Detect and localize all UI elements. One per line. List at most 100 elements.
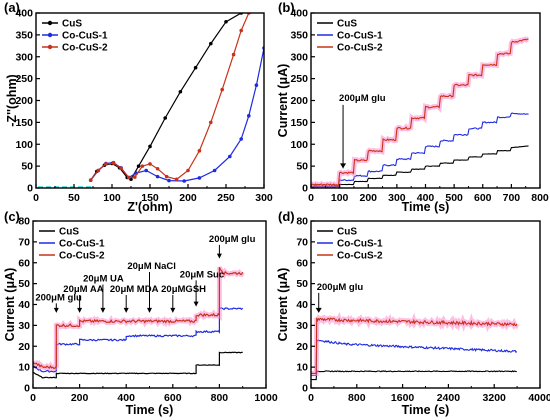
y-tick-label: 60 — [18, 257, 30, 269]
x-tick-label: 300 — [388, 192, 406, 204]
series-line-Co-CuS-1 — [90, 42, 264, 182]
y-tick-label: 100 — [15, 139, 33, 151]
y-tick-label: 80 — [296, 216, 308, 228]
series-line-Co-CuS-2 — [311, 317, 518, 374]
series-line-CuS — [311, 369, 517, 381]
annotation-label: 200μM glu — [209, 234, 256, 245]
series-line-CuS — [33, 351, 243, 379]
arrow-head — [216, 253, 222, 259]
data-point — [119, 166, 123, 171]
annotation-label: 20μM AA — [63, 284, 103, 295]
x-tick-label: 200 — [179, 192, 197, 204]
x-tick-label: 500 — [445, 192, 463, 204]
x-tick-label: 0 — [30, 392, 36, 404]
panel-b: 200μM glu 0 100 200 300 400 500 600 700 800 0 50 100… — [276, 0, 549, 214]
data-point — [197, 149, 202, 153]
data-point — [212, 168, 217, 173]
arrow-head — [315, 307, 322, 313]
data-point — [140, 164, 145, 168]
x-axis-label: Time (s) — [126, 403, 174, 417]
data-point — [209, 120, 213, 125]
x-axis-label: Time (s) — [402, 200, 450, 214]
y-tick-label: 60 — [296, 257, 308, 269]
y-tick-label: 300 — [15, 51, 33, 63]
series-line-CuS — [311, 145, 529, 188]
series-line-Co-CuS-1 — [33, 307, 244, 373]
x-tick-label: 400 — [117, 392, 135, 404]
x-tick-label: 2400 — [437, 392, 461, 404]
y-tick-label: 200 — [290, 95, 308, 107]
y-tick-label: 30 — [18, 320, 30, 332]
panel-label-a: (a) — [4, 0, 20, 15]
data-point — [186, 168, 190, 173]
annotation-label: 20μM MDA — [110, 284, 159, 295]
y-tick-label: 0 — [302, 183, 308, 195]
data-point — [239, 137, 243, 141]
series-glow — [311, 311, 520, 376]
data-point — [155, 166, 160, 171]
y-axis-label: Current (μA) — [3, 268, 17, 342]
data-point — [148, 144, 152, 149]
x-tick-label: 3200 — [483, 392, 507, 404]
y-tick-label: 150 — [15, 117, 33, 129]
legend-label: Co-CuS-2 — [59, 251, 105, 262]
series-line-Co-CuS-1 — [311, 112, 529, 188]
y-tick-label: 20 — [18, 341, 30, 353]
panel-d: 200μM glu 0 800 1600 2400 3200 4000 0 10 20 30 40 50… — [276, 209, 550, 417]
x-tick-label: 600 — [164, 392, 182, 404]
data-point — [126, 175, 131, 180]
x-tick-label: 150 — [141, 192, 159, 204]
data-point — [224, 19, 228, 24]
legend-label: Co-CuS-2 — [337, 43, 383, 54]
y-tick-label: 300 — [290, 51, 308, 63]
y-tick-label: 70 — [18, 236, 30, 248]
data-point — [228, 154, 232, 159]
series-line-Co-CuS-2 — [311, 38, 529, 187]
data-point — [182, 179, 186, 183]
legend-label: CuS — [337, 227, 357, 238]
x-tick-label: 300 — [255, 192, 273, 204]
legend-label: CuS — [337, 19, 357, 30]
arrow-head — [193, 301, 199, 307]
y-tick-label: 80 — [18, 216, 30, 228]
arrow-head — [53, 307, 59, 313]
y-tick-label: 200 — [15, 95, 33, 107]
data-point — [231, 52, 236, 57]
legend-label: Co-CuS-2 — [62, 43, 108, 54]
x-tick-label: 100 — [103, 192, 121, 204]
x-tick-label: 800 — [348, 392, 366, 404]
y-tick-label: 250 — [290, 73, 308, 85]
y-tick-label: 30 — [296, 320, 308, 332]
data-point — [163, 116, 167, 120]
annotation-label: 200μM glu — [317, 282, 364, 293]
y-axis-label: Current (μA) — [276, 268, 290, 342]
arrow-head — [340, 163, 347, 169]
x-tick-label: 200 — [359, 192, 377, 204]
data-point — [193, 65, 198, 70]
x-tick-label: 0 — [308, 392, 314, 404]
y-tick-label: 40 — [296, 299, 308, 311]
x-tick-label: 0 — [33, 192, 39, 204]
x-tick-label: 250 — [217, 192, 235, 204]
y-tick-label: 400 — [290, 8, 308, 20]
series-line-Co-CuS-1 — [311, 338, 518, 377]
x-tick-label: 4000 — [528, 392, 550, 404]
data-point — [148, 162, 152, 166]
legend-label: CuS — [62, 19, 82, 30]
data-point — [104, 162, 108, 166]
x-axis-label: Z'(ohm) — [127, 200, 172, 214]
data-point — [178, 89, 183, 94]
legend-label: Co-CuS-1 — [59, 239, 105, 250]
x-tick-label: 0 — [308, 192, 314, 204]
legend-label: Co-CuS-2 — [337, 251, 383, 262]
x-tick-label: 600 — [474, 192, 492, 204]
series-line-Co-CuS-2 — [90, 13, 250, 181]
data-point — [96, 168, 101, 173]
annotation-label: 20μM NaCl — [127, 261, 176, 272]
y-tick-label: 350 — [290, 29, 308, 41]
arrow-head — [170, 307, 176, 313]
arrow-head — [100, 307, 106, 313]
y-tick-label: 20 — [296, 341, 308, 353]
